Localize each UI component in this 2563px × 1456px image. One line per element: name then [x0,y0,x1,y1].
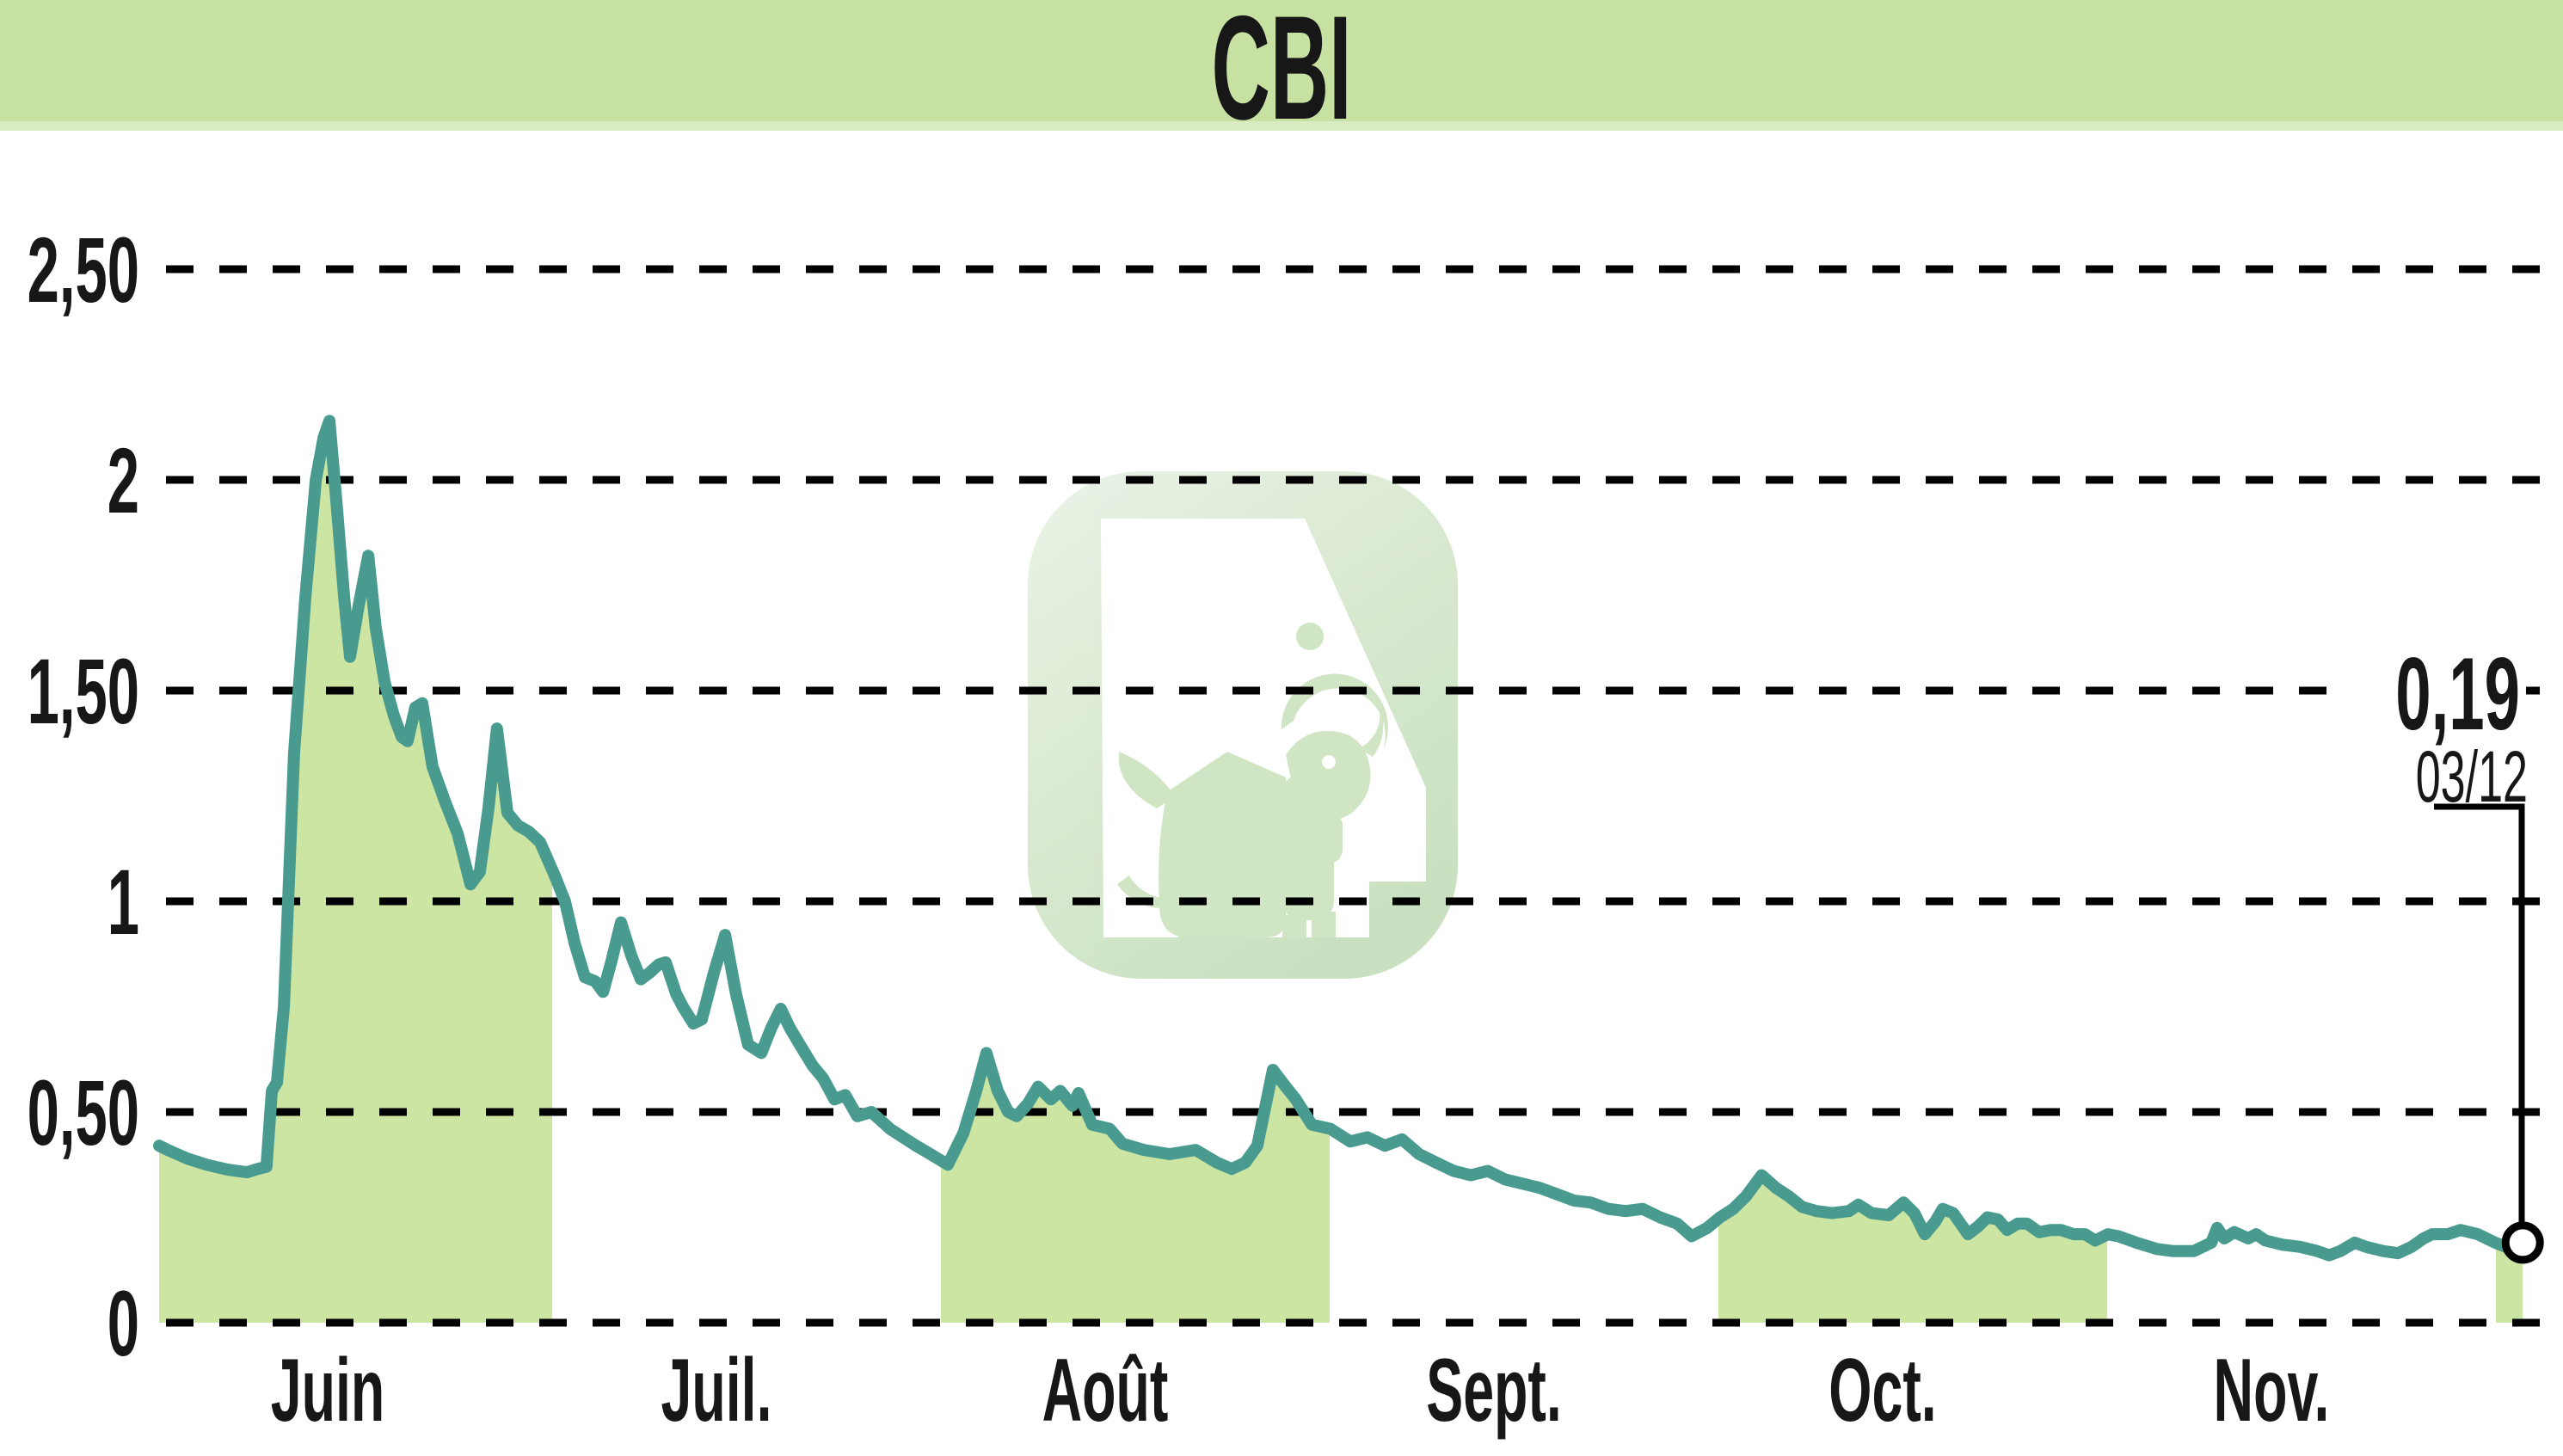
bull-eye-dot [1322,755,1336,769]
x-month-label: Août [1042,1341,1169,1440]
y-tick: 1,50 [28,641,139,744]
last-date-label: 03/12 [2416,736,2528,817]
y-tick: 0 [108,1273,139,1376]
abc-bourse-watermark-icon [1028,471,1458,979]
y-tick: 0,50 [28,1062,139,1165]
last-point-marker [2501,1221,2544,1264]
chart-title: CBI [1212,0,1352,151]
y-tick: 1 [108,851,139,955]
header-bar [0,0,2563,131]
last-price-label: 0,19 [2395,637,2520,752]
callout-bracket [2434,803,2525,1222]
header-bottom-edge [0,121,2563,131]
x-month-label: Juin [271,1341,385,1440]
x-month-label: Juil. [661,1341,772,1440]
y-axis-labels: 2,50 2 1,50 1 0,50 0 [28,219,139,1376]
y-tick: 2,50 [28,219,139,323]
x-month-label: Nov. [2214,1341,2330,1440]
x-axis-labels: Juin Juil. Août Sept. Oct. Nov. [271,1341,2330,1440]
x-month-label: Oct. [1829,1341,1936,1440]
price-label-mask [2326,643,2526,734]
price-line [153,415,2529,1262]
y-tick: 2 [108,430,139,533]
x-month-label: Sept. [1426,1341,1562,1440]
